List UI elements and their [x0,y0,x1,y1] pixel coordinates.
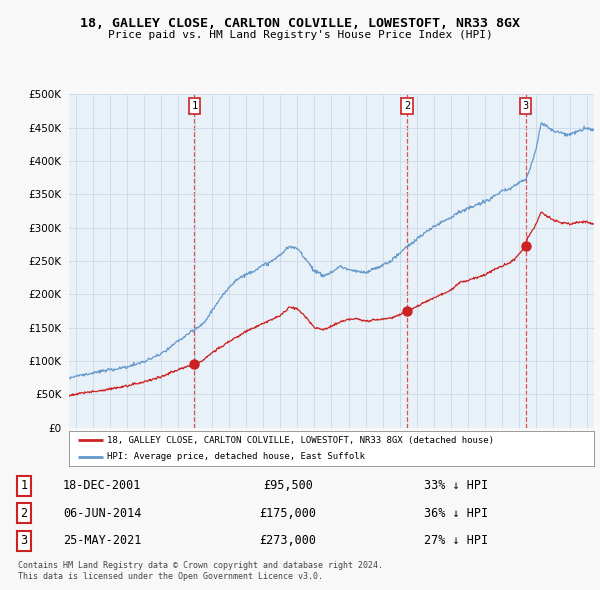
Text: 3: 3 [20,535,28,548]
Text: £273,000: £273,000 [260,535,317,548]
Text: HPI: Average price, detached house, East Suffolk: HPI: Average price, detached house, East… [107,452,365,461]
Text: This data is licensed under the Open Government Licence v3.0.: This data is licensed under the Open Gov… [18,572,323,581]
Text: 27% ↓ HPI: 27% ↓ HPI [424,535,488,548]
Text: 1: 1 [191,101,197,111]
Text: 18, GALLEY CLOSE, CARLTON COLVILLE, LOWESTOFT, NR33 8GX: 18, GALLEY CLOSE, CARLTON COLVILLE, LOWE… [80,17,520,30]
Text: £175,000: £175,000 [260,507,317,520]
Text: 2: 2 [404,101,410,111]
Text: £95,500: £95,500 [263,479,313,492]
Text: 2: 2 [20,507,28,520]
Text: 3: 3 [523,101,529,111]
Text: 1: 1 [20,479,28,492]
Text: 18, GALLEY CLOSE, CARLTON COLVILLE, LOWESTOFT, NR33 8GX (detached house): 18, GALLEY CLOSE, CARLTON COLVILLE, LOWE… [107,436,494,445]
Text: Contains HM Land Registry data © Crown copyright and database right 2024.: Contains HM Land Registry data © Crown c… [18,560,383,569]
Text: 33% ↓ HPI: 33% ↓ HPI [424,479,488,492]
Text: 25-MAY-2021: 25-MAY-2021 [63,535,141,548]
Text: 18-DEC-2001: 18-DEC-2001 [63,479,141,492]
Text: 36% ↓ HPI: 36% ↓ HPI [424,507,488,520]
Text: Price paid vs. HM Land Registry's House Price Index (HPI): Price paid vs. HM Land Registry's House … [107,30,493,40]
Text: 06-JUN-2014: 06-JUN-2014 [63,507,141,520]
